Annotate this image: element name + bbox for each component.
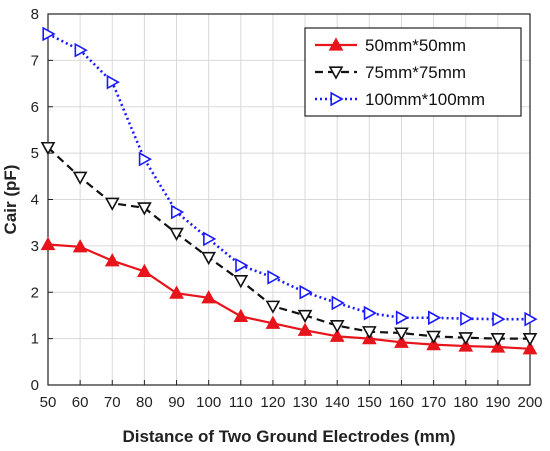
data-point bbox=[170, 204, 185, 220]
data-point bbox=[169, 285, 184, 299]
data-point bbox=[267, 270, 281, 285]
x-tick-label: 120 bbox=[260, 394, 285, 411]
x-axis: 50 60 70 80 90 100 110 120 130 140 150 160 170 180 190… bbox=[40, 380, 543, 411]
y-axis-title: Cair (pF) bbox=[1, 165, 20, 235]
y-tick-label: 3 bbox=[31, 238, 39, 255]
data-point bbox=[329, 320, 345, 334]
data-point bbox=[524, 311, 538, 327]
x-tick-label: 100 bbox=[196, 394, 221, 411]
series-1 bbox=[40, 236, 538, 355]
data-point bbox=[138, 151, 153, 167]
data-point bbox=[297, 322, 313, 336]
data-point bbox=[490, 339, 506, 353]
legend-marker bbox=[330, 91, 344, 107]
legend-label: 75mm*75mm bbox=[365, 63, 466, 82]
data-point bbox=[331, 295, 345, 311]
legend-item: 50mm*50mm bbox=[315, 36, 466, 55]
data-point bbox=[492, 311, 506, 327]
series-2 bbox=[40, 141, 538, 347]
data-point bbox=[42, 26, 56, 42]
data-point bbox=[299, 284, 313, 300]
data-point bbox=[458, 338, 474, 352]
x-tick-label: 170 bbox=[421, 394, 446, 411]
data-point bbox=[297, 309, 313, 324]
data-point bbox=[169, 227, 184, 242]
y-tick-label: 1 bbox=[31, 331, 39, 348]
x-tick-label: 150 bbox=[357, 394, 382, 411]
data-point bbox=[106, 74, 120, 90]
data-point bbox=[201, 290, 217, 304]
legend-marker bbox=[328, 66, 344, 80]
y-tick-label: 0 bbox=[31, 377, 39, 394]
data-point bbox=[233, 308, 249, 322]
x-tick-label: 190 bbox=[485, 394, 510, 411]
x-tick-label: 180 bbox=[453, 394, 478, 411]
data-point bbox=[104, 253, 120, 267]
data-point bbox=[233, 275, 249, 289]
series-3 bbox=[42, 26, 538, 327]
legend: 50mm*50mm 75mm*75mm 100mm*100mm bbox=[304, 27, 522, 117]
x-tick-label: 140 bbox=[325, 394, 350, 411]
data-point bbox=[426, 337, 441, 351]
data-point bbox=[522, 333, 538, 347]
data-point bbox=[72, 239, 88, 253]
data-point bbox=[329, 328, 345, 342]
x-tick-label: 200 bbox=[517, 394, 542, 411]
data-point bbox=[235, 257, 249, 273]
legend-item: 100mm*100mm bbox=[315, 90, 485, 109]
data-point bbox=[460, 311, 474, 327]
legend-label: 100mm*100mm bbox=[365, 90, 485, 109]
y-tick-label: 2 bbox=[31, 284, 39, 301]
data-point bbox=[40, 141, 56, 156]
x-tick-label: 50 bbox=[40, 394, 57, 411]
data-point bbox=[394, 334, 409, 348]
x-tick-label: 130 bbox=[293, 394, 318, 411]
data-point bbox=[72, 171, 88, 185]
legend-label: 50mm*50mm bbox=[365, 36, 466, 55]
data-point bbox=[104, 197, 120, 211]
data-point bbox=[265, 315, 281, 329]
y-tick-label: 6 bbox=[31, 99, 39, 116]
data-point bbox=[426, 330, 441, 344]
data-point bbox=[201, 251, 217, 266]
y-tick-label: 5 bbox=[31, 145, 39, 162]
data-point bbox=[458, 332, 474, 346]
y-tick-label: 7 bbox=[31, 52, 39, 69]
data-point bbox=[203, 231, 217, 247]
x-tick-label: 70 bbox=[104, 394, 121, 411]
x-tick-label: 160 bbox=[389, 394, 414, 411]
data-point bbox=[40, 236, 56, 251]
x-tick-label: 110 bbox=[229, 394, 253, 411]
data-point bbox=[490, 333, 506, 347]
y-tick-label: 4 bbox=[31, 192, 39, 209]
x-tick-label: 60 bbox=[72, 394, 89, 411]
x-tick-label: 80 bbox=[136, 394, 153, 411]
data-point bbox=[522, 341, 538, 355]
series-line bbox=[47, 146, 530, 340]
series-layer bbox=[40, 26, 538, 355]
legend-marker bbox=[328, 37, 344, 51]
data-point bbox=[395, 310, 410, 326]
data-point bbox=[74, 42, 88, 58]
data-point bbox=[394, 327, 409, 341]
x-axis-title: Distance of Two Ground Electrodes (mm) bbox=[122, 427, 455, 446]
data-point bbox=[363, 305, 377, 321]
x-tick-label: 90 bbox=[168, 394, 185, 411]
series-line bbox=[47, 243, 531, 350]
data-point bbox=[427, 310, 442, 326]
y-axis: 0 1 2 3 4 5 6 7 8 bbox=[31, 6, 53, 394]
y-tick-label: 8 bbox=[31, 6, 39, 23]
data-point bbox=[137, 263, 152, 277]
legend-item: 75mm*75mm bbox=[315, 63, 466, 82]
data-point bbox=[137, 202, 152, 216]
data-point bbox=[361, 326, 377, 340]
data-point bbox=[265, 300, 281, 314]
